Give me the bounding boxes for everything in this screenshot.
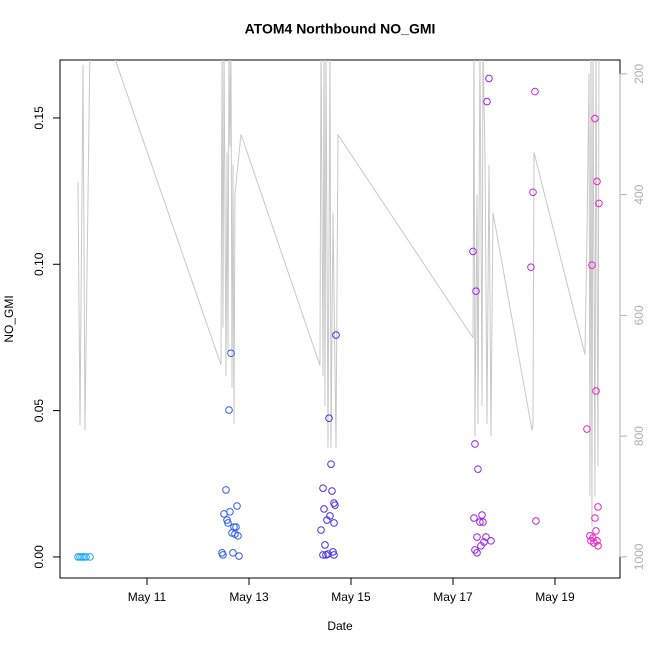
data-point (527, 263, 535, 272)
y-tick-label: 0.10 (32, 252, 46, 276)
data-point (224, 519, 232, 527)
x-tick-label: May 11 (128, 590, 167, 604)
chart-title: ATOM4 Northbound NO_GMI (245, 21, 436, 37)
data-point (470, 514, 478, 522)
data-point (229, 549, 237, 557)
x-tick-label: May 19 (535, 590, 575, 604)
data-point (479, 518, 487, 526)
x-tick-label: May 17 (433, 590, 473, 604)
data-point (332, 331, 340, 339)
x-axis-label: Date (327, 619, 353, 633)
data-point (485, 74, 493, 83)
data-point (594, 503, 602, 511)
data-point (76, 553, 84, 561)
data-point (82, 553, 90, 561)
data-point (532, 517, 540, 525)
data-point (326, 512, 334, 520)
data-point (595, 199, 603, 208)
y-tick-label: 0.05 (32, 399, 46, 423)
data-point (474, 465, 482, 473)
data-point (330, 551, 338, 559)
data-point (232, 523, 240, 531)
data-point (473, 533, 481, 541)
data-point (594, 542, 602, 550)
y2-tick-label: 400 (632, 184, 646, 204)
data-point (321, 541, 329, 549)
data-point (591, 514, 599, 522)
data-point (230, 523, 238, 531)
data-point (319, 484, 327, 492)
data-point (319, 551, 327, 559)
data-point (482, 533, 490, 541)
data-point (592, 527, 600, 535)
data-point (86, 553, 94, 561)
data-point (473, 549, 481, 557)
data-point (331, 501, 339, 509)
y2-tick-label: 800 (632, 426, 646, 446)
y-tick-label: 0.00 (32, 545, 46, 569)
data-point (583, 425, 591, 433)
data-point (325, 414, 333, 423)
plot-area (74, 60, 603, 561)
data-point (469, 247, 477, 256)
data-point (529, 188, 537, 197)
data-point (219, 551, 227, 559)
data-point (327, 460, 335, 468)
data-point (233, 502, 241, 510)
data-point (487, 537, 495, 545)
data-point (227, 349, 235, 358)
data-point (472, 287, 480, 295)
y2-tick-label: 600 (632, 305, 646, 325)
data-point (80, 553, 88, 561)
data-point (480, 538, 488, 546)
data-point (588, 261, 596, 269)
data-point (476, 518, 484, 526)
data-point (471, 440, 479, 448)
y-tick-label: 0.15 (32, 106, 46, 130)
data-point (320, 505, 328, 513)
data-point (483, 97, 491, 106)
data-point (226, 508, 234, 516)
data-point (222, 486, 230, 494)
y2-tick-label: 200 (632, 64, 646, 84)
data-point (531, 87, 539, 96)
data-point (74, 553, 82, 561)
y2-tick-label: 1000 (632, 543, 646, 570)
y-axis-label: NO_GMI (2, 295, 16, 342)
data-point (591, 114, 599, 123)
data-point (225, 406, 233, 414)
data-point (317, 526, 325, 534)
data-point (593, 177, 601, 186)
data-point (328, 487, 336, 495)
data-point (235, 552, 243, 560)
data-point (478, 511, 486, 519)
data-point (592, 387, 600, 395)
data-point (78, 553, 86, 561)
pressure-line (77, 60, 600, 527)
data-point (330, 519, 338, 527)
data-point (593, 537, 601, 545)
x-tick-label: May 13 (229, 590, 269, 604)
x-tick-label: May 15 (331, 590, 371, 604)
data-point (234, 532, 242, 540)
